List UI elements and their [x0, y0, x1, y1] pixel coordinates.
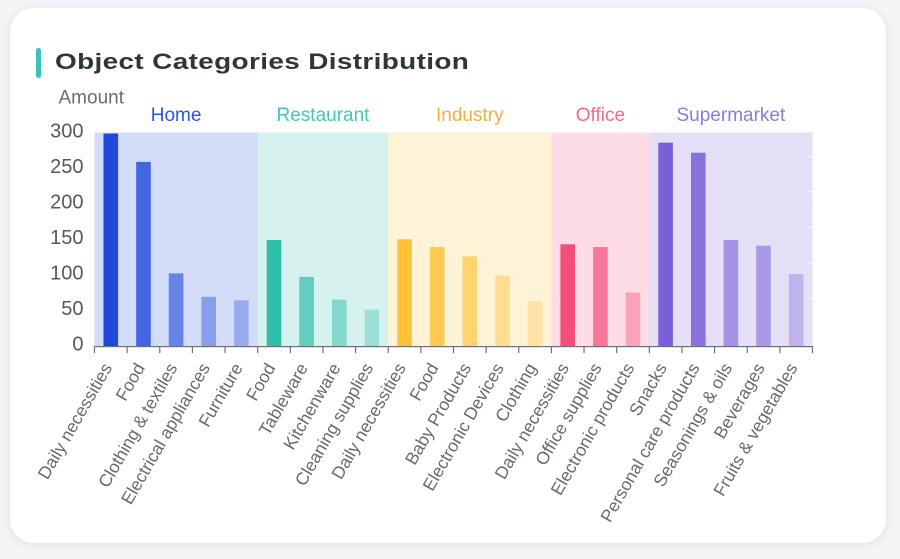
svg-text:0: 0	[72, 334, 83, 356]
svg-text:100: 100	[50, 263, 83, 285]
svg-text:Amount: Amount	[59, 88, 125, 109]
svg-text:Supermarket: Supermarket	[677, 105, 786, 126]
svg-text:Industry: Industry	[436, 105, 504, 126]
svg-text:Home: Home	[151, 105, 202, 126]
svg-text:150: 150	[50, 227, 83, 249]
svg-text:300: 300	[50, 121, 83, 143]
svg-text:Office: Office	[576, 105, 625, 126]
svg-text:50: 50	[61, 298, 83, 320]
svg-text:250: 250	[50, 156, 83, 178]
svg-text:Restaurant: Restaurant	[277, 105, 371, 126]
svg-text:200: 200	[50, 192, 83, 214]
